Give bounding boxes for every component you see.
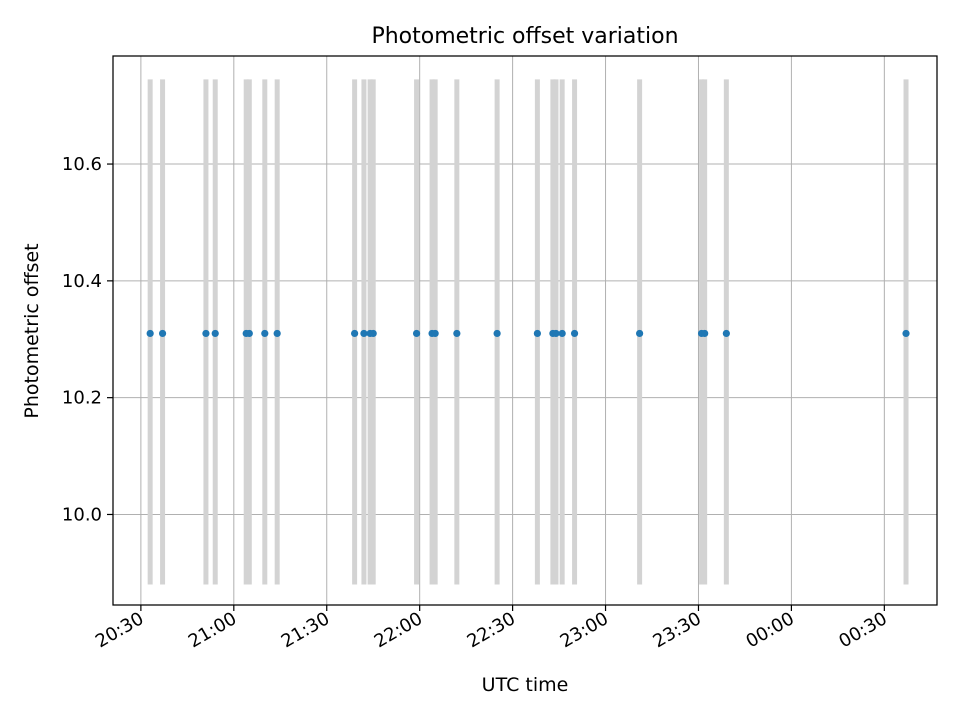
data-point [558,329,566,338]
y-tick-label: 10.6 [62,154,102,175]
y-tick-label: 10.2 [62,388,102,409]
x-axis-label: UTC time [482,674,569,696]
data-point [369,329,377,338]
data-point [351,329,359,338]
data-point [412,329,421,338]
data-point [202,329,210,338]
data-point [158,329,167,338]
data-point [722,329,730,338]
y-tick-label: 10.4 [62,271,102,292]
data-point [533,329,541,338]
data-point [570,329,579,338]
plot-frame [112,55,938,606]
data-point [261,329,269,338]
data-point [245,329,253,338]
data-point [552,329,560,338]
data-point [360,329,368,338]
y-axis-label: Photometric offset [21,243,43,418]
data-point [431,329,439,338]
data-point [273,329,281,338]
data-point [146,329,154,338]
data-point [701,329,709,338]
y-tick-label: 10.0 [62,504,102,525]
data-point [636,329,644,338]
point-layer [146,329,910,338]
data-point [902,329,910,338]
data-point [211,329,219,338]
data-point [453,329,461,338]
data-point [493,329,501,338]
chart-title: Photometric offset variation [371,24,678,49]
